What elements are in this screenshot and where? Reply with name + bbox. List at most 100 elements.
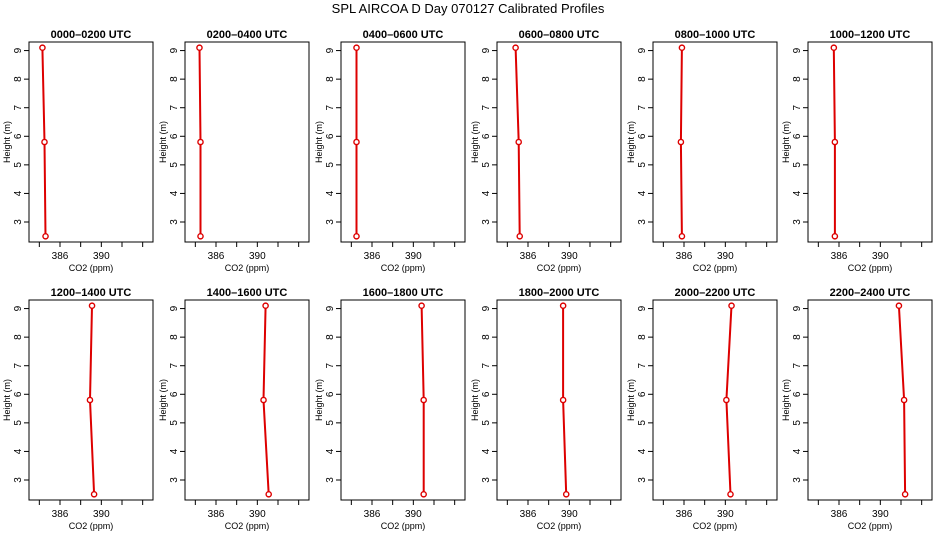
plot-frame — [184, 41, 310, 243]
plot-frame — [340, 299, 466, 501]
panel-title: 0200–0400 UTC — [207, 29, 288, 41]
y-tick-label: 4 — [13, 190, 24, 196]
y-axis-label: Height (m) — [2, 121, 12, 163]
panel-title: 1000–1200 UTC — [830, 29, 911, 41]
x-tick-label: 386 — [364, 509, 381, 520]
x-axis-label: CO2 (ppm) — [537, 263, 582, 273]
y-tick-label: 4 — [637, 448, 648, 454]
y-tick-label: 8 — [325, 76, 336, 82]
y-axis-label: Height (m) — [2, 379, 12, 421]
y-tick-label: 8 — [13, 334, 24, 340]
x-tick-label: 390 — [561, 509, 578, 520]
data-point — [559, 302, 567, 310]
x-tick-label: 390 — [93, 509, 110, 520]
panel-title: 1800–2000 UTC — [519, 287, 600, 299]
data-point — [353, 44, 360, 52]
x-tick-label: 390 — [561, 251, 578, 262]
y-tick-label: 8 — [637, 334, 648, 340]
y-tick-label: 9 — [481, 305, 492, 311]
x-tick-label: 390 — [717, 509, 734, 520]
x-axis-label: CO2 (ppm) — [381, 521, 426, 531]
data-point — [196, 44, 203, 52]
x-axis-label: CO2 (ppm) — [381, 263, 426, 273]
y-tick-label: 7 — [481, 104, 492, 110]
y-tick-label: 3 — [481, 219, 492, 225]
data-point — [515, 138, 523, 146]
y-tick-label: 9 — [637, 47, 648, 53]
x-axis-label: CO2 (ppm) — [225, 263, 270, 273]
data-point — [831, 232, 839, 240]
data-point — [420, 396, 427, 404]
y-tick-label: 3 — [792, 219, 803, 225]
y-tick-label: 6 — [13, 133, 24, 139]
data-point — [420, 490, 427, 498]
y-tick-label: 7 — [169, 362, 180, 368]
x-tick-label: 386 — [520, 251, 537, 262]
y-tick-label: 7 — [637, 104, 648, 110]
x-tick-label: 386 — [208, 251, 225, 262]
data-point — [677, 138, 685, 146]
plot-frame — [28, 41, 154, 243]
y-tick-label: 6 — [637, 391, 648, 397]
data-point — [512, 44, 519, 52]
y-tick-label: 5 — [325, 420, 336, 426]
data-point — [901, 490, 909, 498]
x-tick-label: 390 — [249, 251, 266, 262]
x-tick-label: 386 — [831, 251, 848, 262]
y-tick-label: 6 — [13, 391, 24, 397]
y-tick-label: 9 — [637, 305, 648, 311]
y-tick-label: 9 — [169, 305, 180, 311]
y-tick-label: 3 — [637, 477, 648, 483]
x-axis-label: CO2 (ppm) — [848, 263, 893, 273]
panel-title: 1400–1600 UTC — [207, 287, 288, 299]
y-tick-label: 6 — [325, 133, 336, 139]
data-point — [39, 44, 46, 52]
y-tick-label: 3 — [637, 219, 648, 225]
y-tick-label: 5 — [637, 162, 648, 168]
y-tick-label: 9 — [792, 305, 803, 311]
x-tick-label: 386 — [676, 509, 693, 520]
y-tick-label: 5 — [637, 420, 648, 426]
y-tick-label: 4 — [325, 190, 336, 196]
data-point — [88, 302, 96, 310]
y-tick-label: 3 — [325, 219, 336, 225]
y-tick-label: 4 — [481, 190, 492, 196]
panel-title: 1200–1400 UTC — [51, 287, 132, 299]
y-tick-label: 5 — [481, 162, 492, 168]
data-point — [678, 44, 686, 52]
data-point — [723, 396, 730, 404]
y-tick-label: 3 — [169, 477, 180, 483]
data-point — [353, 232, 360, 240]
x-tick-label: 386 — [520, 509, 537, 520]
y-axis-label: Height (m) — [158, 121, 168, 163]
y-tick-label: 3 — [13, 219, 24, 225]
y-tick-label: 6 — [325, 391, 336, 397]
data-point — [262, 302, 269, 310]
x-tick-label: 386 — [208, 509, 225, 520]
y-tick-label: 9 — [13, 305, 24, 311]
y-tick-label: 8 — [169, 76, 180, 82]
y-tick-label: 5 — [169, 162, 180, 168]
data-point — [260, 396, 267, 404]
plot-frame — [652, 299, 778, 501]
y-tick-label: 7 — [13, 104, 24, 110]
data-point — [42, 232, 49, 240]
panel-title: 0800–1000 UTC — [675, 29, 756, 41]
y-tick-label: 5 — [792, 162, 803, 168]
data-point — [678, 232, 686, 240]
x-tick-label: 390 — [405, 251, 422, 262]
x-tick-label: 390 — [872, 251, 889, 262]
plot-frame — [28, 299, 154, 501]
y-tick-label: 7 — [169, 104, 180, 110]
y-axis-label: Height (m) — [626, 379, 636, 421]
data-point — [831, 138, 839, 146]
plot-frame — [184, 299, 310, 501]
y-tick-label: 6 — [481, 133, 492, 139]
panel-title: 1600–1800 UTC — [363, 287, 444, 299]
data-point — [86, 396, 94, 404]
data-point — [418, 302, 425, 310]
y-tick-label: 4 — [481, 448, 492, 454]
y-tick-label: 5 — [169, 420, 180, 426]
plot-frame — [807, 299, 933, 501]
y-tick-label: 5 — [13, 162, 24, 168]
